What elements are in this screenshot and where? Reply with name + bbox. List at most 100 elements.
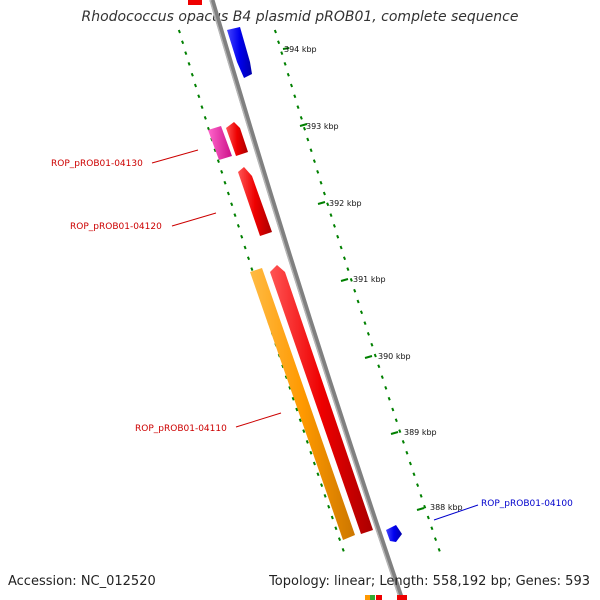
strand-guide-dot — [332, 224, 336, 228]
strand-guide-dot — [337, 537, 342, 541]
strand-guide-dot — [359, 310, 364, 315]
strand-guide-dot — [341, 548, 345, 552]
strand-guide-dot — [423, 504, 427, 509]
strand-guide-dot — [223, 180, 227, 185]
strand-guide-dot — [329, 213, 333, 217]
scale-tick-label: 392 kbp — [329, 199, 362, 208]
strand-guide-dot — [370, 342, 374, 347]
strand-guide-dot — [291, 396, 295, 401]
strand-guide-dot — [349, 278, 353, 282]
scale-tick — [364, 355, 373, 359]
gene-fragment-bottom — [370, 595, 375, 600]
gene-arrow — [270, 265, 373, 534]
strand-guide-dot — [309, 148, 313, 153]
genome-backbone — [209, 0, 405, 600]
strand-guide-dot — [203, 116, 207, 120]
gene-arrow — [226, 122, 248, 156]
strand-guide-dot — [419, 494, 423, 498]
gene-label: ROP_pROB01-04110 — [135, 424, 227, 434]
strand-guide-dot — [320, 483, 324, 487]
strand-guide-dot — [316, 472, 320, 477]
strand-guide-dot — [387, 396, 391, 401]
strand-guide-dot — [391, 407, 395, 412]
gene-label-leader — [151, 149, 199, 164]
strand-guide-dot — [306, 137, 310, 142]
strand-guide-dot — [319, 180, 323, 185]
gene-fragment-bottom — [376, 595, 382, 600]
strand-guide-dot — [190, 72, 194, 77]
strand-guide-dot — [339, 245, 343, 250]
strand-guide-dot — [280, 51, 284, 55]
strand-guide-dot — [398, 429, 402, 433]
strand-guide-dot — [330, 515, 334, 520]
strand-guide-dot — [316, 170, 320, 174]
strand-guide-dot — [377, 364, 381, 369]
scale-ticks: 394 kbp 393 kbp 392 kbp 391 kbp 390 kbp … — [282, 45, 463, 512]
strand-guide-dot — [181, 40, 185, 45]
strand-guide-dot — [286, 72, 290, 77]
gene-label-leader — [235, 412, 282, 428]
scale-tick — [390, 431, 399, 435]
gene-fragment-top — [188, 0, 202, 5]
accession-text: Accession: NC_012520 — [8, 574, 156, 589]
strand-guide-dot — [430, 526, 434, 531]
genome-backbone-highlight — [209, 0, 401, 600]
strand-guide-dot — [177, 29, 181, 34]
strand-guide-dot — [356, 299, 360, 304]
gene-label: ROP_pROB01-04100 — [481, 499, 573, 509]
strand-guide-dot — [289, 83, 294, 88]
gene-arrow — [250, 268, 355, 540]
strand-guide-dot — [380, 375, 384, 379]
scale-tick-label: 390 kbp — [378, 352, 411, 361]
strand-guide-dot — [250, 267, 254, 271]
strand-guide-dot — [326, 202, 330, 207]
gene-label-leader — [433, 504, 479, 521]
gene-fragment-bottom — [397, 595, 407, 600]
scale-tick-label: 393 kbp — [306, 122, 339, 131]
strand-guide-dot — [342, 256, 347, 261]
strand-guide-dot — [416, 483, 420, 487]
strand-guide-dot — [216, 159, 220, 163]
scale-tick — [282, 47, 290, 50]
scale-tick-label: 389 kbp — [404, 428, 437, 437]
strand-guide-dot — [236, 224, 240, 228]
strand-guide-dot — [193, 83, 198, 88]
strand-guide-dot — [363, 321, 367, 325]
strand-guide-dot — [220, 170, 224, 174]
strand-guide-dot — [197, 94, 201, 99]
strand-guide-dot — [312, 159, 316, 163]
strand-guide-dot — [243, 245, 247, 250]
strand-guide-dot — [327, 504, 331, 509]
gene-arrow — [238, 167, 272, 236]
strand-guide-dot — [200, 105, 204, 109]
strand-guide-dot — [336, 234, 340, 239]
strand-guide-dot — [408, 461, 412, 466]
strand-guide-dot — [184, 51, 188, 55]
strand-guide-dot — [405, 450, 409, 455]
gene-arrow — [386, 525, 402, 542]
strand-guide-dot — [230, 202, 234, 207]
gene-label: ROP_pROB01-04130 — [51, 159, 143, 169]
strand-guide-dot — [284, 375, 288, 379]
strand-guide-dot — [233, 213, 237, 217]
genome-summary-text: Topology: linear; Length: 558,192 bp; Ge… — [269, 574, 590, 589]
strand-guide-dot — [437, 548, 441, 552]
scale-tick — [299, 123, 308, 127]
scale-tick-label: 391 kbp — [353, 275, 386, 284]
gene-arrow — [208, 126, 232, 160]
strand-guide-dot — [366, 332, 370, 336]
gene-fragment-bottom — [365, 595, 370, 600]
strand-guide-dot — [384, 386, 388, 390]
strand-guide-dot — [277, 40, 281, 45]
strand-guide-dot — [246, 256, 251, 261]
strand-guide-dot — [412, 472, 416, 477]
scale-tick — [317, 201, 326, 205]
gene-label: ROP_pROB01-04120 — [70, 222, 162, 232]
strand-guide-dot — [226, 191, 230, 196]
strand-guide-dot — [334, 526, 338, 531]
strand-guide-dot — [283, 62, 287, 66]
strand-guide-dot — [401, 440, 405, 444]
strand-guide-dot — [373, 353, 377, 358]
